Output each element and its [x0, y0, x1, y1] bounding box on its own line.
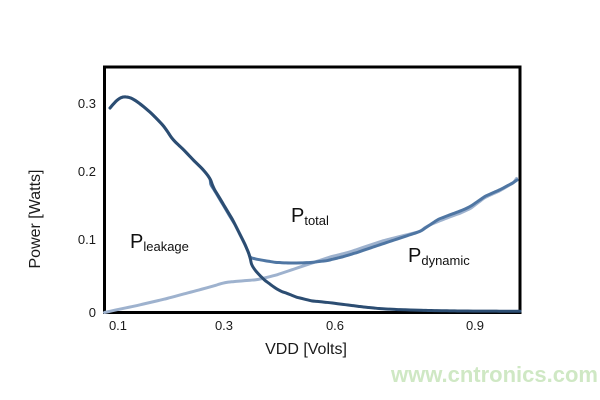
svg-text:www.cntronics.com: www.cntronics.com — [390, 362, 598, 387]
svg-text:0.9: 0.9 — [466, 318, 484, 333]
svg-text:0.2: 0.2 — [78, 164, 96, 179]
svg-text:VDD [Volts]: VDD [Volts] — [265, 341, 347, 358]
svg-text:0.3: 0.3 — [78, 96, 96, 111]
svg-text:0.3: 0.3 — [215, 318, 233, 333]
svg-text:0: 0 — [89, 305, 96, 320]
svg-text:0.6: 0.6 — [326, 318, 344, 333]
svg-text:0.1: 0.1 — [109, 318, 127, 333]
svg-text:Power [Watts]: Power [Watts] — [27, 170, 44, 269]
svg-text:0.1: 0.1 — [78, 232, 96, 247]
